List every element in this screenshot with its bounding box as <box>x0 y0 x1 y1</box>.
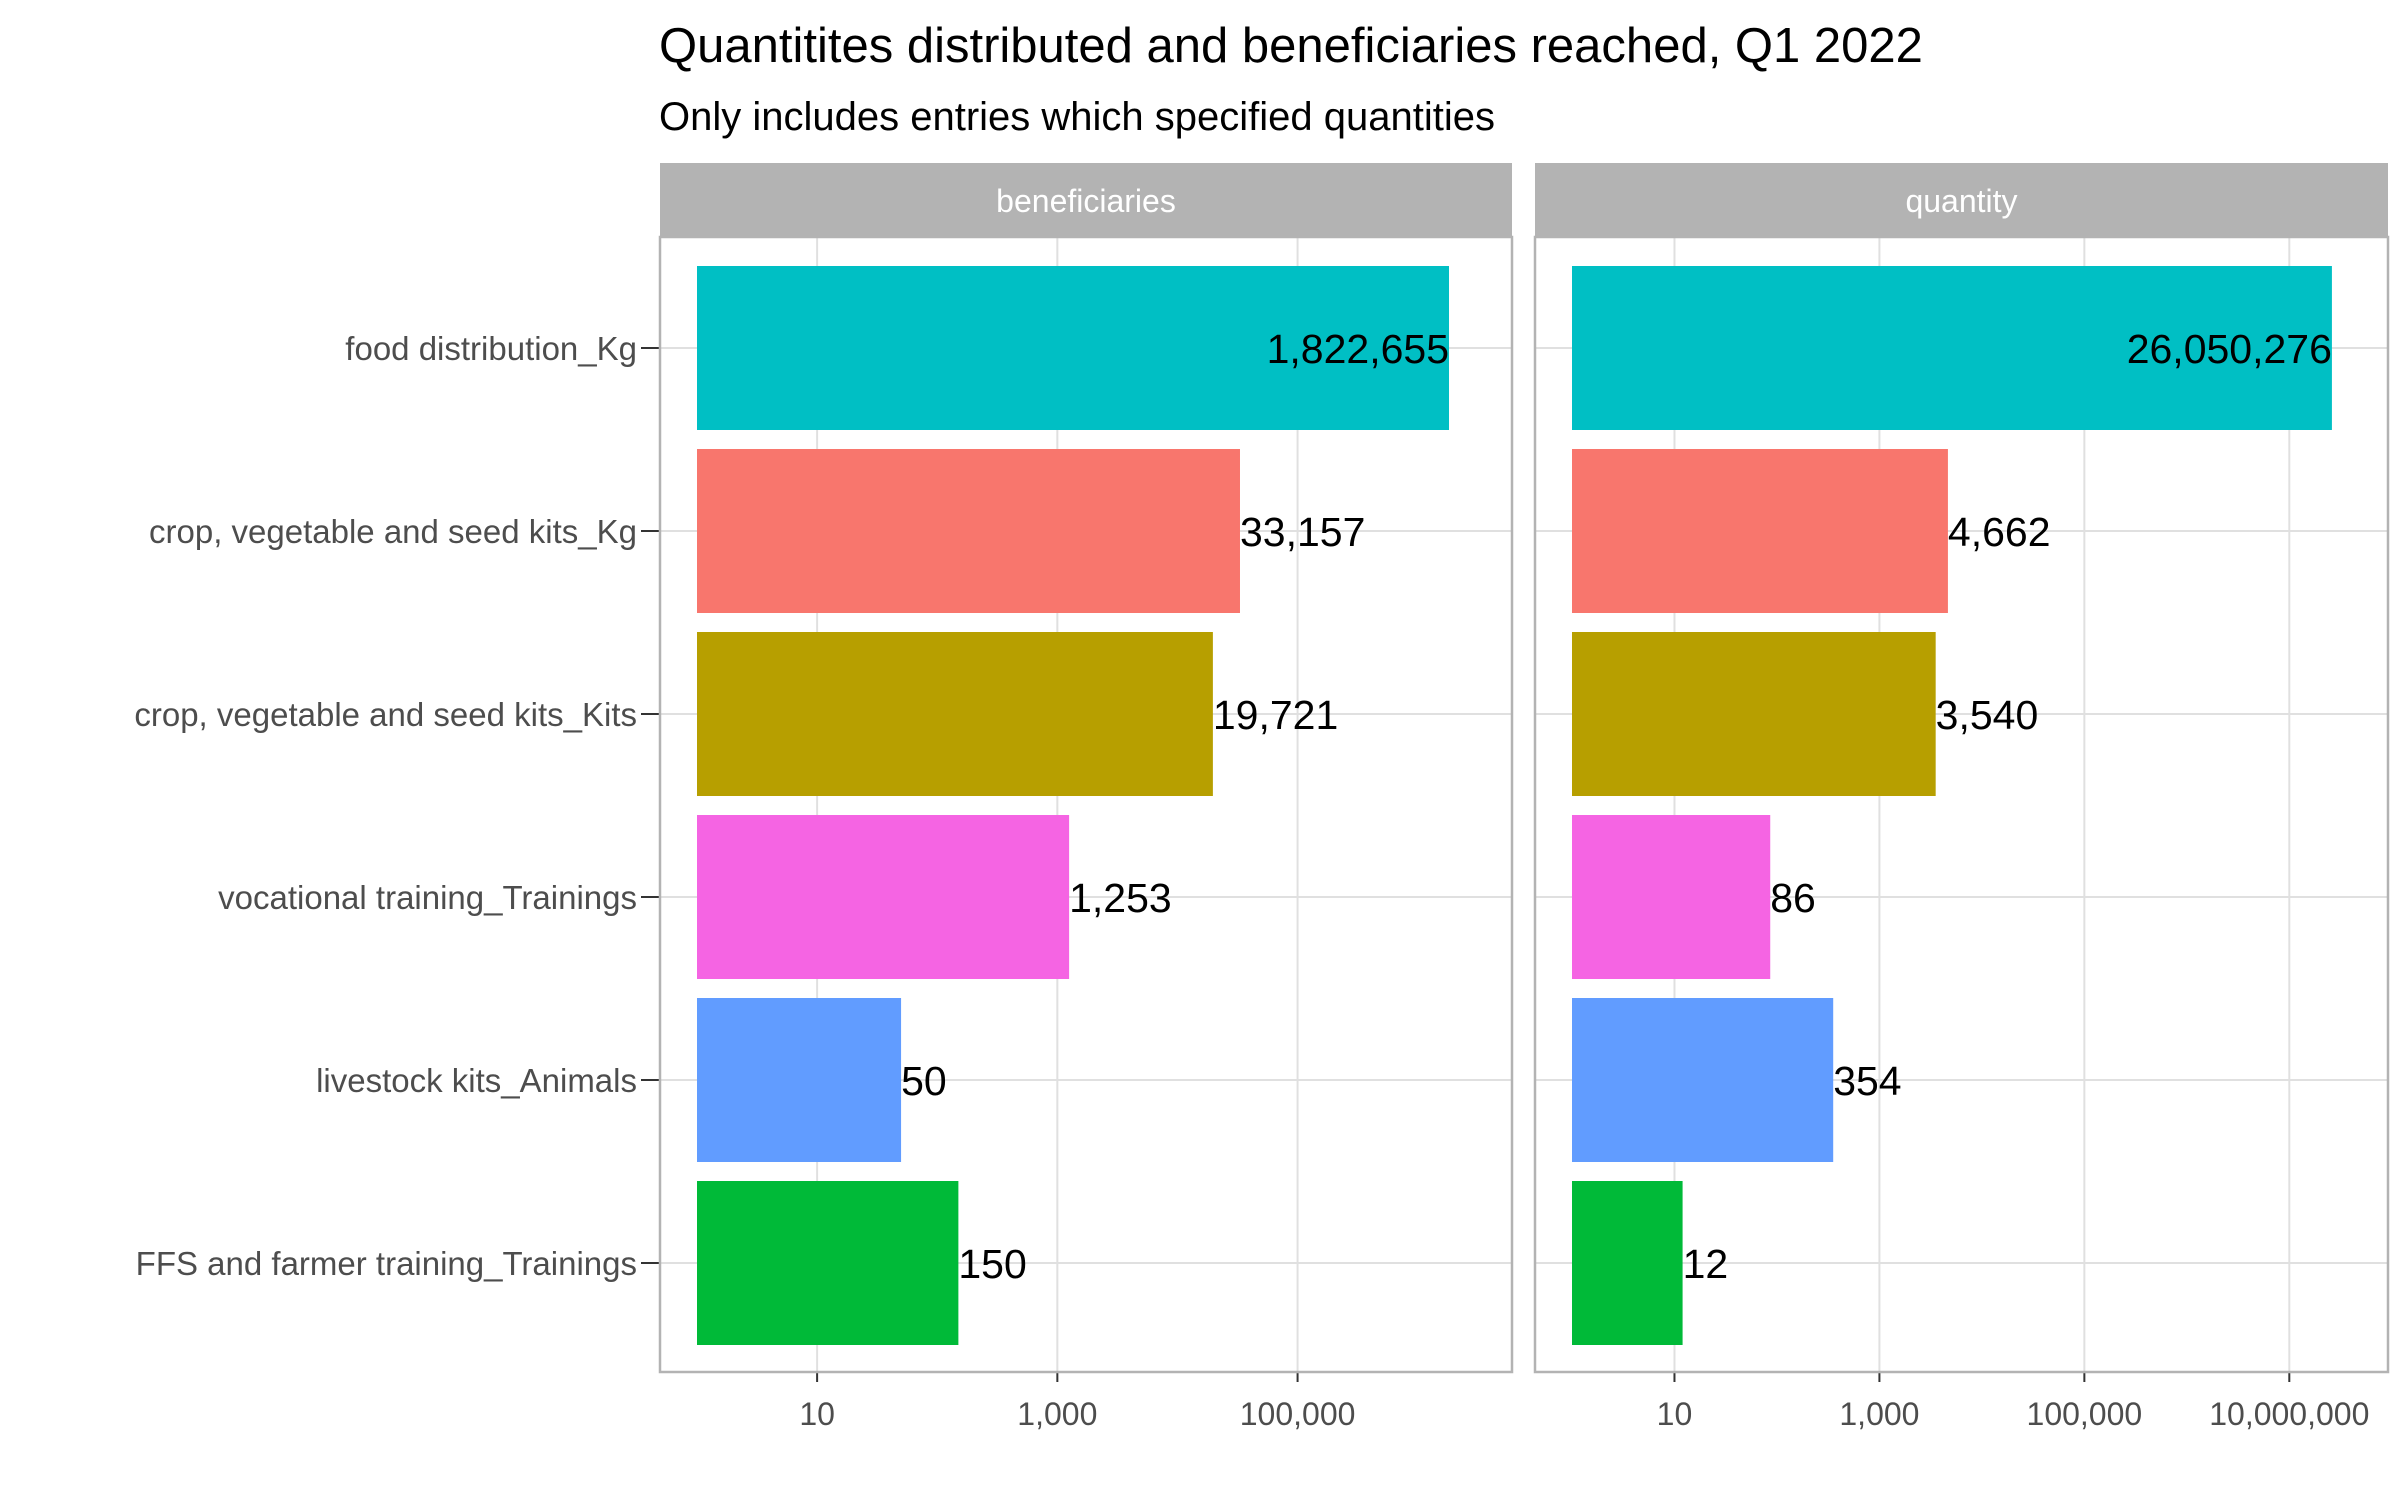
bar-value-label: 12 <box>1683 1241 1729 1287</box>
x-tick-label: 100,000 <box>1240 1396 1356 1432</box>
x-tick-label: 10,000,000 <box>2209 1396 2369 1432</box>
bar-quantity <box>1572 998 1834 1162</box>
facet-strip <box>660 163 1512 237</box>
bar-value-label: 86 <box>1770 875 1816 921</box>
x-tick-label: 1,000 <box>1839 1396 1919 1432</box>
bar-beneficiaries <box>697 266 1450 430</box>
category-label: livestock kits_Animals <box>316 1062 637 1099</box>
bar-value-label: 50 <box>901 1058 947 1104</box>
bar-quantity <box>1572 266 2332 430</box>
bar-beneficiaries <box>697 1181 959 1345</box>
bar-value-label: 4,662 <box>1948 509 2051 555</box>
category-label: crop, vegetable and seed kits_Kits <box>134 696 637 733</box>
bar-value-label: 354 <box>1833 1058 1901 1104</box>
x-tick-label: 100,000 <box>2027 1396 2143 1432</box>
bar-beneficiaries <box>697 449 1240 613</box>
bar-beneficiaries <box>697 632 1213 796</box>
bar-beneficiaries <box>697 998 902 1162</box>
bar-quantity <box>1572 632 1936 796</box>
bar-beneficiaries <box>697 815 1070 979</box>
panel-border <box>658 235 1514 1374</box>
plot-area: food distribution_Kg crop, vegetable and … <box>134 163 2390 1432</box>
bar-quantity <box>1572 449 1948 613</box>
bar-value-label: 19,721 <box>1213 692 1338 738</box>
category-label: vocational training_Trainings <box>218 879 637 916</box>
bar-value-label: 3,540 <box>1936 692 2039 738</box>
bar-quantity <box>1572 815 1771 979</box>
bar-value-label: 33,157 <box>1240 509 1365 555</box>
facet-label: beneficiaries <box>996 183 1176 219</box>
facet-strip <box>1535 163 2388 237</box>
category-label: FFS and farmer training_Trainings <box>136 1245 637 1282</box>
category-label: food distribution_Kg <box>345 330 637 367</box>
x-tick-label: 10 <box>1657 1396 1693 1432</box>
bar-value-label: 1,822,655 <box>1267 326 1449 372</box>
bar-value-label: 150 <box>958 1241 1026 1287</box>
chart-subtitle: Only includes entries which specified qu… <box>659 95 1495 139</box>
bar-value-label: 26,050,276 <box>2127 326 2332 372</box>
panel-border <box>1533 235 2390 1374</box>
chart-title: Quantitites distributed and beneficiarie… <box>659 19 1923 73</box>
bar-quantity <box>1572 1181 1683 1345</box>
x-tick-label: 10 <box>799 1396 835 1432</box>
category-label: crop, vegetable and seed kits_Kg <box>149 513 637 550</box>
x-tick-label: 1,000 <box>1017 1396 1097 1432</box>
bar-value-label: 1,253 <box>1069 875 1172 921</box>
facet-label: quantity <box>1905 183 2017 219</box>
